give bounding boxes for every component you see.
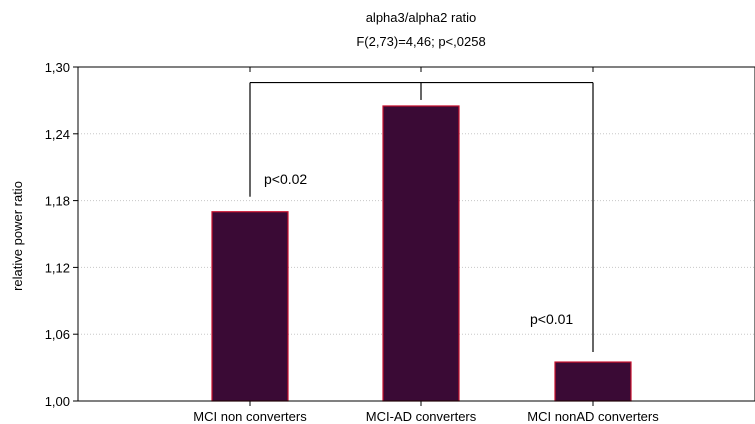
- y-tick-label: 1,12: [45, 260, 70, 275]
- x-tick-label: MCI non converters: [193, 409, 307, 424]
- y-tick-label: 1,24: [45, 127, 70, 142]
- annotation-p-value: p<0.02: [264, 171, 307, 187]
- y-tick-label: 1,30: [45, 60, 70, 75]
- y-tick-label: 1,06: [45, 327, 70, 342]
- bar: [554, 361, 632, 402]
- bar: [211, 211, 289, 402]
- annotation-p-value: p<0.01: [530, 311, 573, 327]
- x-axis-ticks: MCI non converters MCI-AD converters MCI n…: [193, 67, 659, 424]
- grid-lines: [78, 133, 755, 335]
- bars: [211, 105, 632, 402]
- chart-title: alpha3/alpha2 ratio: [366, 10, 477, 25]
- y-tick-label: 1,00: [45, 394, 70, 409]
- x-tick-label: MCI-AD converters: [366, 409, 477, 424]
- y-tick-label: 1,18: [45, 194, 70, 209]
- chart-subtitle: F(2,73)=4,46; p<,0258: [356, 34, 485, 49]
- plot-frame: [77, 66, 755, 402]
- annotations: p<0.02 p<0.01: [264, 171, 573, 327]
- x-tick-label: MCI nonAD converters: [527, 409, 659, 424]
- significance-brackets: [249, 81, 594, 353]
- y-axis-label: relative power ratio: [10, 181, 25, 291]
- bar: [382, 105, 460, 402]
- y-axis-ticks: 1,00 1,06 1,12 1,18 1,24 1,30: [45, 60, 78, 409]
